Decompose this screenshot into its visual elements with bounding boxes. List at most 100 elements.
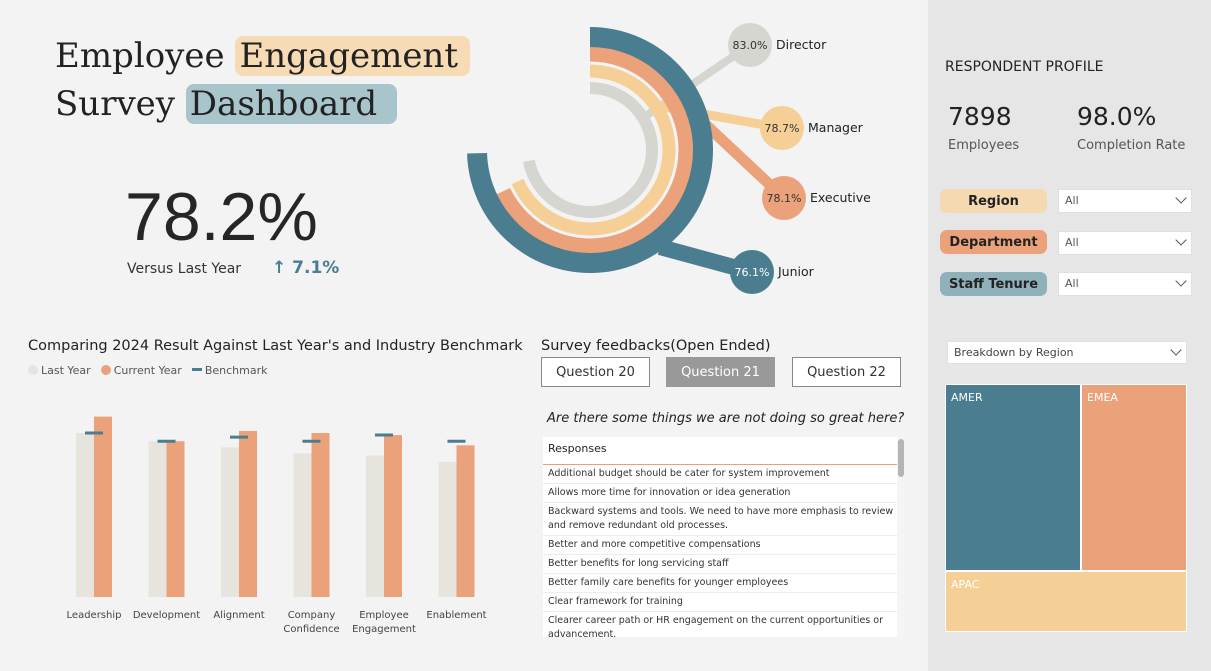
chevron-down-icon [1175, 192, 1187, 204]
response-row[interactable]: Backward systems and tools. We need to h… [543, 503, 905, 536]
bar-current-year-5[interactable] [456, 445, 475, 597]
x-tick-label-5: Enablement [426, 610, 486, 621]
versus-label: Versus Last Year [127, 261, 242, 277]
responses-table[interactable]: Responses Additional budget should be ca… [543, 437, 905, 637]
department-filter-select[interactable]: All [1058, 231, 1192, 255]
x-tick-label-4-line2: Engagement [352, 624, 416, 635]
radial-label-director: Director [776, 37, 827, 52]
response-row[interactable]: Better benefits for long servicing staff [543, 555, 905, 574]
response-row[interactable]: Better family care benefits for younger … [543, 574, 905, 593]
dashboard-title: Employee Engagement Survey Dashboard [55, 32, 470, 128]
bar-current-year-0[interactable] [94, 416, 112, 597]
legend-label-benchmark: Benchmark [204, 364, 268, 377]
treemap-apac[interactable]: APAC [945, 571, 1187, 632]
legend-swatch-current-year [100, 365, 111, 375]
treemap-apac-label: APAC [951, 578, 980, 591]
chevron-down-icon [1175, 234, 1187, 246]
responses-scrollbar[interactable] [897, 437, 905, 637]
question-21-button[interactable]: Question 21 [666, 357, 775, 387]
bar-current-year-1[interactable] [166, 441, 185, 597]
comparison-bar-chart: Leadership Development Alignment Company Con… [67, 416, 487, 635]
bar-last-year-0[interactable] [76, 433, 94, 597]
radial-arc-director[interactable] [523, 82, 658, 218]
responses-column-header[interactable]: Responses [543, 437, 905, 465]
radial-arc-manager[interactable] [511, 64, 676, 236]
radial-bubble-executive[interactable] [762, 176, 806, 220]
respondent-profile-title: RESPONDENT PROFILE [945, 59, 1104, 75]
title-word-survey: Survey [55, 84, 175, 124]
x-tick-label-4: Employee [359, 610, 409, 621]
feedback-title: Survey feedbacks(Open Ended) [541, 338, 771, 354]
feedback-question: Are there some things we are not doing s… [547, 411, 905, 426]
treemap-amer[interactable]: AMER [945, 384, 1081, 571]
radial-label-executive: Executive [810, 190, 871, 205]
bar-current-year-3[interactable] [311, 433, 330, 597]
department-filter-value: All [1065, 236, 1079, 249]
chevron-down-icon [1170, 344, 1182, 356]
chevron-down-icon [1175, 275, 1187, 287]
staff-tenure-filter-label: Staff Tenure [940, 272, 1047, 296]
department-filter-label: Department [940, 230, 1047, 254]
bar-last-year-3[interactable] [293, 453, 312, 598]
bar-current-year-4[interactable] [384, 435, 402, 597]
bar-current-year-2[interactable] [239, 430, 257, 597]
response-row[interactable]: Additional budget should be cater for sy… [543, 465, 905, 484]
x-tick-label-0: Leadership [67, 610, 122, 621]
treemap-emea[interactable]: EMEA [1081, 384, 1187, 571]
region-filter-label: Region [940, 189, 1047, 213]
breakdown-select-value: Breakdown by Region [954, 346, 1074, 359]
response-row[interactable]: Clearer career path or HR engagement on … [543, 612, 905, 637]
title-word-employee: Employee [55, 36, 225, 76]
bar-last-year-4[interactable] [366, 455, 384, 597]
staff-tenure-filter-select[interactable]: All [1058, 272, 1192, 296]
legend-current-year: Current Year [100, 364, 182, 377]
bar-last-year-2[interactable] [221, 447, 239, 597]
employees-count: 7898 [948, 102, 1012, 131]
legend-last-year: Last Year [28, 364, 91, 377]
legend-label-last-year: Last Year [41, 364, 91, 377]
response-row[interactable]: Allows more time for innovation or idea … [543, 484, 905, 503]
completion-rate-label: Completion Rate [1077, 138, 1186, 153]
treemap-amer-label: AMER [951, 391, 983, 404]
overall-score: 78.2% [125, 179, 318, 255]
radial-arc-executive[interactable] [496, 46, 694, 254]
x-tick-label-3-line2: Confidence [283, 624, 339, 635]
treemap-emea-label: EMEA [1087, 391, 1118, 404]
legend-benchmark: Benchmark [191, 364, 268, 377]
breakdown-select[interactable]: Breakdown by Region [947, 341, 1187, 364]
title-highlight-dashboard: Dashboard [185, 84, 398, 124]
region-filter-value: All [1065, 194, 1079, 207]
radial-bubble-director[interactable] [728, 23, 772, 67]
x-tick-label-1: Development [133, 610, 200, 621]
region-filter-select[interactable]: All [1058, 189, 1192, 213]
bar-chart-legend: Last Year Current Year Benchmark [28, 364, 267, 377]
staff-tenure-filter-value: All [1065, 277, 1079, 290]
radial-value-director: 83.0% [733, 39, 768, 52]
title-highlight-engagement: Engagement [235, 36, 470, 76]
x-tick-label-3: Company [288, 610, 336, 621]
question-20-button[interactable]: Question 20 [541, 357, 650, 387]
bar-chart-title: Comparing 2024 Result Against Last Year'… [28, 338, 523, 354]
x-tick-label-2: Alignment [213, 610, 264, 621]
employees-label: Employees [948, 138, 1020, 153]
radial-bubble-manager[interactable] [760, 106, 804, 150]
responses-list: Additional budget should be cater for sy… [543, 465, 905, 637]
radial-value-junior: 76.1% [735, 266, 770, 279]
radial-label-manager: Manager [808, 120, 864, 135]
legend-swatch-benchmark [191, 368, 202, 371]
response-row[interactable]: Better and more competitive compensation… [543, 536, 905, 555]
bar-last-year-1[interactable] [148, 441, 167, 597]
radial-bar-chart: 83.0% Director 78.7% Manager 78.1% Executive 7… [467, 23, 871, 294]
radial-arc-junior[interactable] [467, 27, 713, 273]
responses-scroll-thumb[interactable] [898, 439, 904, 477]
radial-label-junior: Junior [777, 264, 815, 279]
question-22-button[interactable]: Question 22 [792, 357, 901, 387]
completion-rate-value: 98.0% [1077, 102, 1157, 131]
bar-last-year-5[interactable] [438, 461, 457, 597]
response-row[interactable]: Clear framework for training [543, 593, 905, 612]
radial-bubble-junior[interactable] [730, 250, 774, 294]
radial-value-manager: 78.7% [765, 122, 800, 135]
legend-label-current-year: Current Year [113, 364, 182, 377]
versus-value: ↑ 7.1% [272, 258, 340, 278]
radial-value-executive: 78.1% [767, 192, 802, 205]
